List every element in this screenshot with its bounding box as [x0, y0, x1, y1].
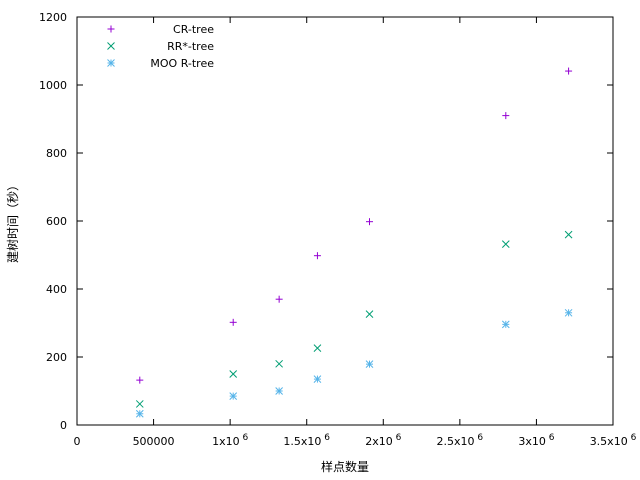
x-tick-label-0: 0 — [74, 435, 81, 448]
plot-frame — [76, 16, 614, 426]
data-point-s2-2 — [275, 387, 284, 395]
y-tick-label-4: 800 — [46, 147, 67, 160]
data-point-s2-1 — [229, 392, 238, 400]
data-point-s2-4 — [365, 360, 374, 368]
x-tick-label-3: 1.5x10 6 — [283, 433, 330, 448]
data-point-s0-5 — [502, 112, 510, 120]
x-tick-label-7: 3.5x10 6 — [590, 433, 637, 448]
data-point-s1-3 — [313, 344, 322, 353]
y-tick-label-5: 1000 — [39, 79, 67, 92]
legend-label-0: CR-tree — [173, 23, 214, 36]
data-point-s1-1 — [229, 370, 238, 378]
legend-marker-0 — [107, 25, 115, 33]
data-point-s2-6 — [564, 308, 573, 317]
x-axis-title: 样点数量 — [321, 459, 369, 474]
data-point-s1-6 — [564, 230, 573, 239]
data-point-s1-0 — [135, 400, 144, 408]
axis-ticks: 0 500000 1x10 6 1.5x10 6 2x10 6 2.5x10 6 3x10 … — [39, 11, 637, 448]
x-tick-label-5: 2.5x10 6 — [437, 433, 484, 448]
data-point-s2-3 — [313, 375, 322, 383]
y-tick-label-2: 400 — [46, 283, 67, 296]
x-tick-label-6: 3x10 6 — [518, 433, 554, 448]
legend-marker-1 — [107, 42, 115, 50]
legend-label-1: RR*-tree — [167, 40, 214, 53]
data-point-s0-4 — [366, 218, 374, 226]
data-point-s1-2 — [275, 359, 284, 368]
y-axis-title: 建树时间（秒） — [5, 179, 20, 263]
data-point-s1-5 — [501, 240, 510, 248]
x-tick-label-1: 500000 — [133, 435, 175, 448]
data-point-s1-4 — [365, 310, 374, 319]
data-point-s0-3 — [313, 252, 321, 260]
x-tick-label-2: 1x10 6 — [212, 433, 248, 448]
data-points — [135, 67, 573, 418]
legend: CR-tree RR*-tree MOO R-tree — [107, 23, 214, 70]
x-tick-label-4: 2x10 6 — [365, 433, 401, 448]
legend-marker-2 — [107, 59, 115, 67]
data-point-s0-0 — [136, 376, 144, 384]
y-tick-label-0: 0 — [60, 419, 67, 432]
data-point-s2-0 — [135, 409, 144, 418]
y-tick-label-1: 200 — [46, 351, 67, 364]
data-point-s0-2 — [275, 295, 283, 303]
data-point-s2-5 — [501, 320, 510, 329]
legend-label-2: MOO R-tree — [150, 57, 214, 70]
data-point-s0-1 — [229, 318, 237, 326]
data-point-s0-6 — [565, 67, 573, 75]
y-tick-label-3: 600 — [46, 215, 67, 228]
y-tick-label-6: 1200 — [39, 11, 67, 24]
